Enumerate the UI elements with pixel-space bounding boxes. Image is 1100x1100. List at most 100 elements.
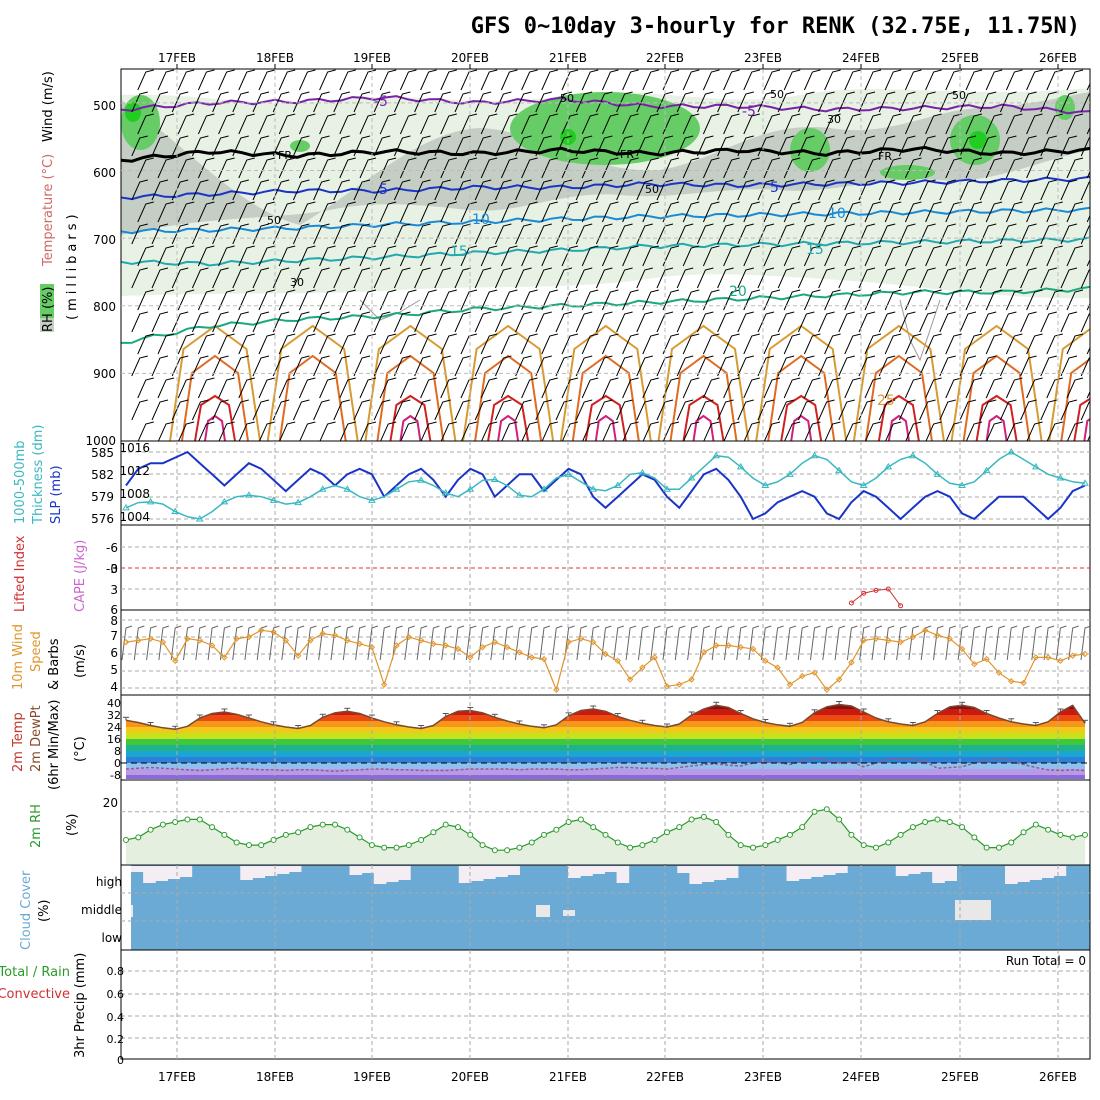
wind-barb (420, 289, 437, 311)
wind-barb (919, 311, 936, 333)
rh2m-point (590, 824, 597, 831)
wind-barb (919, 91, 936, 113)
wind-barb (232, 267, 249, 289)
wind-barb (399, 157, 417, 179)
wind-barb (500, 113, 518, 135)
wind-barb (999, 179, 1017, 201)
cloud-cover-cells (121, 865, 1090, 950)
y-tick-label: 900 (93, 367, 116, 381)
isotherm-label: 5 (379, 182, 388, 198)
wind-barb (212, 355, 229, 377)
wind-barb (500, 333, 518, 355)
wind-barb (515, 311, 532, 333)
wind-barb (272, 355, 290, 377)
wind-barb (682, 333, 700, 355)
wind-barb (561, 377, 579, 399)
wind-barb (521, 377, 538, 399)
wind-barb (939, 179, 956, 201)
wind-barb (137, 289, 154, 311)
bottom-date-axis: 17FEB 18FEB 19FEB 20FEB 21FEB 22FEB 23FE… (158, 1070, 1077, 1084)
wind-barb (313, 267, 330, 289)
wind-barb (333, 91, 350, 113)
wind-barb (272, 135, 290, 157)
surface-wind-barb (723, 625, 735, 661)
surface-wind-barb (822, 625, 833, 661)
upper-air-ylabel: RH (%) Temperature (°C) Wind (m/s) (mill… (40, 71, 80, 332)
surface-wind-barb (1043, 625, 1055, 661)
wind-barb (440, 157, 457, 179)
rh2m-point (553, 826, 560, 833)
cloud-gap (507, 866, 520, 875)
wind-barb (702, 333, 720, 355)
wind-barb (313, 223, 330, 245)
wind-barb (616, 267, 633, 289)
wind-barb (601, 377, 619, 399)
temperature-axis-label: Temperature (°C) (41, 154, 56, 267)
rh2m-point (123, 836, 129, 843)
cloud-gap (822, 866, 836, 875)
rh2m-point (602, 831, 609, 838)
wind-barb (414, 399, 431, 421)
wind-barb (561, 421, 579, 441)
rh2m-point (356, 834, 363, 841)
wind-barb (252, 135, 270, 157)
wind-barb (743, 157, 760, 179)
wind-barb (339, 333, 356, 355)
y-tick-label: 0.6 (107, 988, 125, 1001)
wind-barb (191, 399, 209, 421)
rh2m-point (209, 824, 216, 831)
wind-barb (278, 157, 296, 179)
wind-barb (824, 289, 841, 311)
cloud-gap (349, 866, 363, 875)
isotherm-line (121, 175, 1090, 201)
wind-barb (460, 157, 478, 179)
wind-barb (157, 157, 175, 179)
cloud-gap (689, 866, 703, 884)
wind-barb (662, 421, 680, 441)
wind-barb (581, 157, 599, 179)
wind-barb (965, 113, 983, 135)
wind-barb (824, 377, 841, 399)
rh-max-region (969, 131, 987, 149)
y-tick-label: 1000 (85, 434, 116, 448)
rh2m-point (184, 816, 191, 823)
y-tick-label: 700 (93, 233, 116, 247)
rh2m-point (344, 826, 351, 833)
wind-barb (252, 179, 270, 201)
wind-barb (737, 399, 754, 421)
wind-barb (581, 245, 599, 267)
wind-barb (494, 179, 512, 201)
surface-wind-barb (699, 625, 711, 661)
wind-barb (238, 201, 255, 223)
y-tick-label: 7 (110, 629, 118, 643)
lifted-index-point (885, 586, 891, 592)
wind-barb (965, 289, 983, 311)
wind-barb (682, 201, 700, 223)
wind-barb (535, 311, 552, 333)
wind-barb (197, 289, 215, 311)
wind-barb (737, 311, 754, 333)
wind-barb (803, 377, 821, 399)
surface-wind-barb (625, 625, 637, 661)
wind-barb (696, 311, 714, 333)
surface-wind-barb (1080, 625, 1092, 661)
wind-barb (777, 91, 795, 113)
wind-barb (561, 289, 579, 311)
wind-barb (777, 267, 795, 289)
wind-barb (171, 135, 189, 157)
wind-barb (1046, 69, 1063, 91)
wind-barb (905, 421, 922, 441)
y-tick-label: 600 (93, 166, 116, 180)
wind-barb (218, 157, 235, 179)
rh2m-point (786, 831, 793, 838)
cloud-gap (701, 866, 715, 882)
x-tick-label: 17FEB (158, 51, 196, 65)
wind-barb (702, 289, 720, 311)
wind-barb (763, 69, 781, 91)
wind-barb (803, 333, 821, 355)
wind-barb (480, 377, 498, 399)
warm-isotherm (887, 414, 910, 441)
warm-isotherm (1073, 397, 1090, 441)
wind-barb (500, 377, 518, 399)
surface-wind-barb (441, 625, 452, 661)
